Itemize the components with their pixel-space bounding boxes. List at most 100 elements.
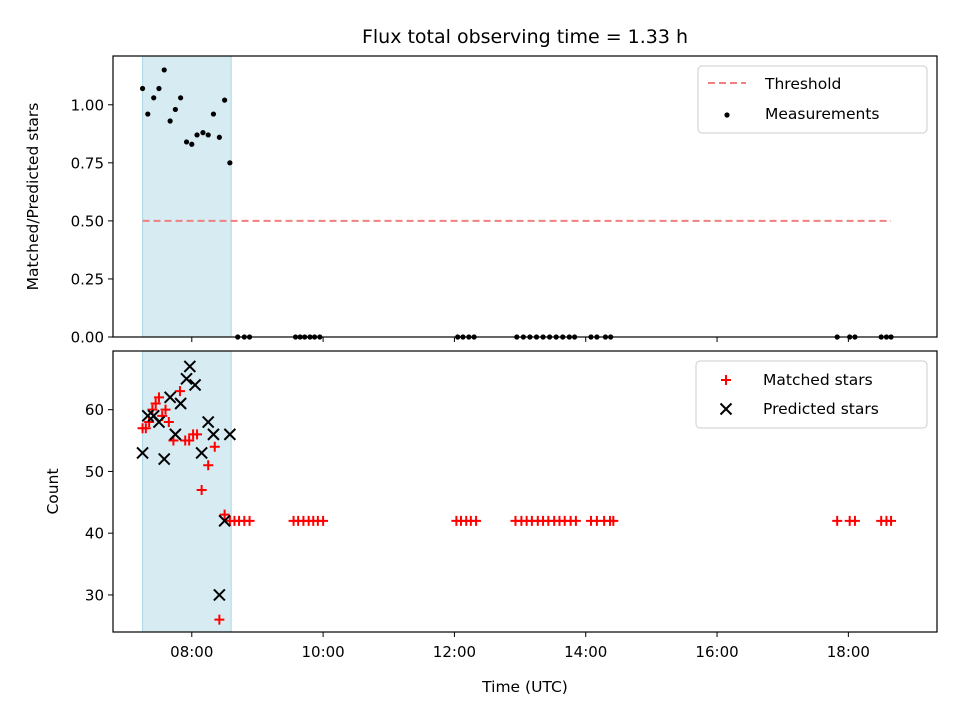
y-tick-label: 0.00 xyxy=(71,329,104,347)
predicted-star-point xyxy=(183,360,197,373)
predicted-star-point xyxy=(158,452,171,466)
matched-star-point xyxy=(318,515,329,526)
measurement-point xyxy=(466,334,472,340)
x-tick-label: 08:00 xyxy=(170,643,213,661)
measurement-point xyxy=(235,334,241,340)
measurement-point xyxy=(540,334,546,340)
measurement-point xyxy=(167,118,173,124)
measurement-point xyxy=(292,334,299,340)
matched-star-point xyxy=(570,515,581,526)
predicted-star-point xyxy=(195,446,208,460)
x-tick-label: 16:00 xyxy=(695,643,738,661)
predicted-star-point xyxy=(207,428,220,441)
measurement-point xyxy=(588,334,594,340)
x-tick-label: 14:00 xyxy=(564,643,607,661)
chart-title: Flux total observing time = 1.33 h xyxy=(362,26,688,48)
measurement-point xyxy=(883,334,890,340)
top-panel-ratio: 0.00 0.25 0.50 0.75 1.00 Matched/Predicted st… xyxy=(24,55,938,347)
matched-star-point xyxy=(140,423,151,434)
predicted-star-point xyxy=(136,446,149,460)
measurement-point xyxy=(307,334,313,340)
x-tick-label: 18:00 xyxy=(827,643,870,661)
legend-box xyxy=(697,65,928,134)
legend-matched-label: Matched stars xyxy=(763,371,873,389)
axes-frame xyxy=(112,350,938,633)
x-tick-label: 10:00 xyxy=(301,643,344,661)
y-tick-label: 50 xyxy=(85,463,104,481)
y-tick-label: 30 xyxy=(85,586,104,604)
predicted-star-point xyxy=(163,391,177,404)
measurement-point xyxy=(246,334,253,340)
matched-star-point xyxy=(219,509,230,520)
measurement-point xyxy=(216,134,222,140)
measurement-point xyxy=(205,132,211,138)
predicted-star-point xyxy=(169,428,182,441)
matched-star-point xyxy=(192,429,203,440)
measurement-point xyxy=(888,334,894,340)
y-axis-label: Count xyxy=(44,468,62,514)
measurement-point xyxy=(156,85,162,92)
matched-star-point xyxy=(214,614,225,625)
measurement-point xyxy=(560,334,566,340)
legend-measurements-label: Measurements xyxy=(765,105,880,123)
predicted-star-point xyxy=(188,378,202,392)
measurement-point xyxy=(302,334,308,340)
measurement-point xyxy=(533,334,540,340)
matched-star-point xyxy=(832,515,843,526)
bottom-panel-count: 30 40 50 60 Count Matched stars Predicted star… xyxy=(44,350,938,661)
matched-star-point xyxy=(144,417,155,428)
data-layer xyxy=(139,67,894,340)
matched-star-point xyxy=(153,392,164,403)
predicted-star-point xyxy=(141,409,155,423)
matched-star-point xyxy=(471,515,482,526)
measurement-point xyxy=(172,106,178,113)
legend-matched-swatch xyxy=(721,375,731,385)
legend-threshold-label: Threshold xyxy=(764,75,841,93)
shaded-interval xyxy=(142,350,232,633)
predicted-star-point xyxy=(218,514,231,528)
measurement-point xyxy=(241,334,247,340)
matched-star-point xyxy=(147,404,158,415)
y-tick-label: 0.50 xyxy=(71,212,104,230)
measurement-point xyxy=(566,334,572,340)
shaded-interval xyxy=(142,55,232,338)
legend-box xyxy=(695,360,928,429)
measurement-point xyxy=(834,334,840,340)
measurement-point xyxy=(222,97,228,103)
measurement-point xyxy=(847,334,853,340)
matched-star-point xyxy=(184,435,195,446)
predicted-star-point xyxy=(201,415,215,429)
measurement-point xyxy=(210,111,217,117)
predicted-star-point xyxy=(223,428,237,441)
measurement-point xyxy=(547,334,553,340)
matched-star-point xyxy=(849,515,860,526)
matched-star-point xyxy=(209,441,220,452)
legend-predicted-label: Predicted stars xyxy=(763,400,879,418)
measurement-point xyxy=(311,334,318,340)
measurement-point xyxy=(455,334,461,340)
legend-predicted-swatch xyxy=(719,402,733,416)
measurement-point xyxy=(227,160,233,166)
measurement-point xyxy=(297,334,303,340)
measurement-point xyxy=(571,334,578,340)
predicted-star-point xyxy=(213,588,226,602)
measurement-point xyxy=(145,111,151,117)
measurement-point xyxy=(189,141,195,147)
x-tick-label: 12:00 xyxy=(433,643,476,661)
measurement-point xyxy=(553,334,559,340)
legend: Matched stars Predicted stars xyxy=(695,360,928,429)
legend: Threshold Measurements xyxy=(697,65,928,134)
measurement-point xyxy=(527,334,533,340)
measurement-point xyxy=(471,334,477,340)
measurement-point xyxy=(514,334,520,340)
measurement-point xyxy=(878,334,884,340)
legend-measurements-swatch xyxy=(724,112,730,118)
measurement-point xyxy=(460,334,466,340)
y-tick-label: 0.25 xyxy=(71,270,104,288)
measurement-point xyxy=(139,85,146,92)
measurement-point xyxy=(151,95,157,101)
matched-star-point xyxy=(608,515,619,526)
predicted-star-point xyxy=(174,397,187,410)
y-tick-label: 60 xyxy=(85,401,104,419)
